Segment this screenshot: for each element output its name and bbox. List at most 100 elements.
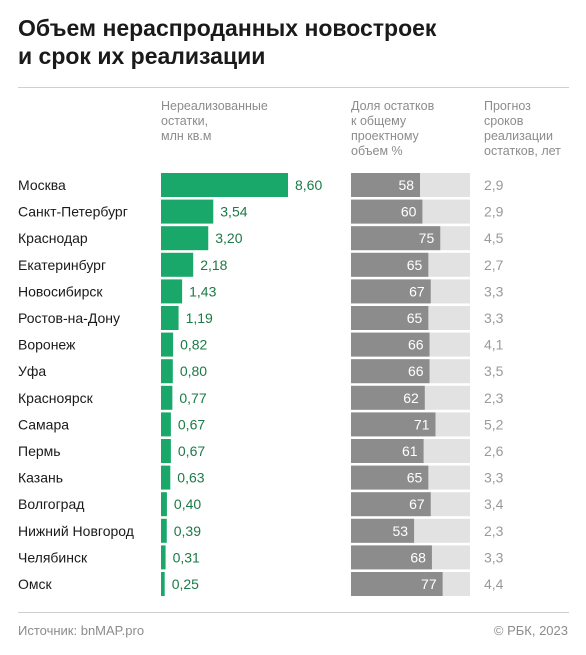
forecast-value-label: 2,3 bbox=[484, 390, 504, 406]
column-header-share-line: объем % bbox=[351, 144, 403, 158]
unsold-value-label: 0,80 bbox=[180, 363, 207, 379]
unsold-bar bbox=[161, 332, 174, 357]
forecast-value-label: 2,9 bbox=[484, 177, 504, 193]
unsold-value-label: 1,43 bbox=[189, 283, 216, 299]
share-value-label: 60 bbox=[401, 204, 417, 220]
forecast-value-label: 4,5 bbox=[484, 230, 504, 246]
city-label: Нижний Новгород bbox=[18, 523, 134, 539]
city-label: Воронеж bbox=[18, 337, 76, 353]
unsold-value-label: 1,19 bbox=[186, 310, 213, 326]
unsold-value-label: 0,25 bbox=[172, 576, 199, 592]
unsold-bar bbox=[161, 173, 288, 197]
unsold-value-label: 0,39 bbox=[174, 523, 201, 539]
city-label: Челябинск bbox=[18, 549, 88, 565]
forecast-value-label: 2,6 bbox=[484, 443, 504, 459]
unsold-bar bbox=[161, 252, 194, 277]
bottom-divider bbox=[18, 612, 569, 613]
forecast-value-label: 4,4 bbox=[484, 576, 504, 592]
forecast-value-label: 2,3 bbox=[484, 523, 504, 539]
share-value-label: 77 bbox=[421, 576, 437, 592]
share-value-label: 65 bbox=[407, 257, 423, 273]
column-header-unsold-line: млн кв.м bbox=[161, 129, 212, 143]
city-label: Санкт-Петербург bbox=[18, 204, 128, 220]
share-value-label: 68 bbox=[410, 549, 426, 565]
unsold-bar bbox=[161, 199, 214, 224]
copyright-note: © РБК, 2023 bbox=[493, 623, 568, 638]
city-label: Москва bbox=[18, 177, 66, 193]
city-label: Пермь bbox=[18, 443, 61, 459]
share-bar bbox=[351, 279, 431, 304]
share-value-label: 65 bbox=[407, 310, 423, 326]
column-header-unsold-line: Нереализованные bbox=[161, 99, 268, 113]
forecast-value-label: 3,3 bbox=[484, 470, 504, 486]
share-bar bbox=[351, 173, 421, 197]
city-label: Краснодар bbox=[18, 230, 88, 246]
city-label: Волгоград bbox=[18, 496, 84, 512]
column-header-share-line: к общему bbox=[351, 114, 407, 128]
unsold-bar bbox=[161, 359, 173, 384]
share-value-label: 58 bbox=[398, 177, 414, 193]
forecast-value-label: 3,3 bbox=[484, 549, 504, 565]
unsold-bar bbox=[161, 545, 166, 570]
share-bar bbox=[351, 306, 429, 330]
city-label: Екатеринбург bbox=[18, 257, 106, 273]
share-bar bbox=[351, 545, 432, 570]
unsold-bar bbox=[161, 518, 167, 543]
city-label: Новосибирск bbox=[18, 283, 103, 299]
unsold-value-label: 0,31 bbox=[173, 549, 200, 565]
title-line-1: Объем нераспроданных новостроек bbox=[18, 15, 437, 41]
forecast-value-label: 3,3 bbox=[484, 310, 504, 326]
unsold-bar bbox=[161, 226, 209, 251]
share-value-label: 65 bbox=[407, 470, 423, 486]
share-value-label: 67 bbox=[409, 283, 425, 299]
share-value-label: 62 bbox=[403, 390, 419, 406]
forecast-value-label: 2,9 bbox=[484, 204, 504, 220]
share-bar bbox=[351, 332, 430, 357]
unsold-value-label: 3,20 bbox=[215, 230, 242, 246]
city-label: Омск bbox=[18, 576, 53, 592]
city-label: Уфа bbox=[18, 363, 46, 379]
column-header-unsold: Нереализованные остатки, млн кв.м bbox=[161, 99, 268, 144]
share-bar bbox=[351, 199, 423, 224]
forecast-value-label: 2,7 bbox=[484, 257, 504, 273]
title-line-2: и срок их реализации bbox=[18, 43, 266, 69]
unsold-bar bbox=[161, 492, 167, 517]
unsold-bar bbox=[161, 306, 179, 330]
forecast-value-label: 3,5 bbox=[484, 363, 504, 379]
unsold-value-label: 2,18 bbox=[200, 257, 227, 273]
unsold-value-label: 3,54 bbox=[220, 204, 247, 220]
share-value-label: 71 bbox=[414, 416, 430, 432]
unsold-bar bbox=[161, 412, 171, 437]
forecast-value-label: 5,2 bbox=[484, 416, 504, 432]
share-value-label: 75 bbox=[419, 230, 435, 246]
city-label: Ростов-на-Дону bbox=[18, 310, 120, 326]
share-bar bbox=[351, 465, 429, 490]
share-bar bbox=[351, 572, 443, 596]
column-header-forecast-line: сроков bbox=[484, 114, 524, 128]
chart-title: Объем нераспроданных новостроек и срок и… bbox=[18, 14, 558, 70]
forecast-value-label: 3,4 bbox=[484, 496, 504, 512]
unsold-value-label: 0,77 bbox=[179, 390, 206, 406]
forecast-value-label: 3,3 bbox=[484, 283, 504, 299]
share-bar bbox=[351, 492, 431, 517]
column-header-forecast-line: Прогноз bbox=[484, 99, 531, 113]
top-divider bbox=[18, 87, 569, 88]
column-header-share-line: проектному bbox=[351, 129, 419, 143]
unsold-value-label: 0,67 bbox=[178, 416, 205, 432]
column-header-share: Доля остатков к общему проектному объем … bbox=[351, 99, 434, 159]
share-value-label: 66 bbox=[408, 363, 424, 379]
unsold-value-label: 0,82 bbox=[180, 337, 207, 353]
city-label: Самара bbox=[18, 416, 69, 432]
unsold-bar bbox=[161, 279, 183, 304]
share-bar bbox=[351, 359, 430, 384]
city-label: Казань bbox=[18, 470, 63, 486]
share-bar bbox=[351, 385, 425, 410]
forecast-value-label: 4,1 bbox=[484, 337, 504, 353]
share-value-label: 66 bbox=[408, 337, 424, 353]
unsold-value-label: 8,60 bbox=[295, 177, 322, 193]
unsold-value-label: 0,40 bbox=[174, 496, 201, 512]
column-header-forecast-line: реализации bbox=[484, 129, 553, 143]
unsold-bar bbox=[161, 439, 171, 463]
share-value-label: 61 bbox=[402, 443, 418, 459]
